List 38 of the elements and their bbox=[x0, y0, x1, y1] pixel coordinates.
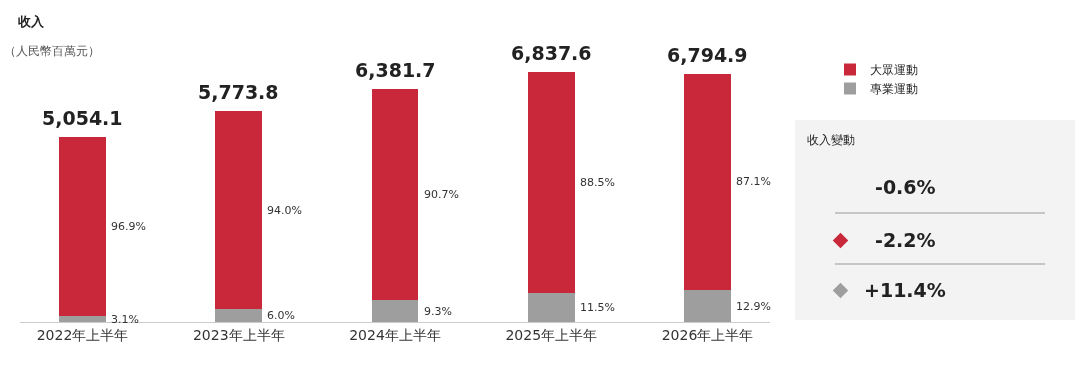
annotation: 90.7% bbox=[424, 188, 459, 201]
x-tick-label: 2023年上半年 bbox=[192, 326, 285, 343]
annotation: 9.3% bbox=[424, 305, 452, 318]
bar bbox=[59, 316, 106, 322]
annotation: 6.0% bbox=[267, 309, 295, 322]
bar bbox=[59, 137, 106, 317]
annotation: 88.5% bbox=[580, 176, 615, 189]
annotation: 96.9% bbox=[111, 220, 146, 233]
text: 收入變動 bbox=[807, 133, 855, 147]
x-tick-label: 2024年上半年 bbox=[349, 326, 441, 343]
text: +11.4% bbox=[864, 279, 946, 301]
annotation: 6,381.7 bbox=[355, 59, 436, 81]
annotation: 5,773.8 bbox=[198, 81, 279, 103]
chart-subtitle: （人民幣百萬元） bbox=[4, 44, 100, 58]
text: -0.6% bbox=[875, 176, 936, 198]
x-tick-label: 2025年上半年 bbox=[505, 326, 598, 343]
text: -2.2% bbox=[875, 229, 936, 251]
annotation: 11.5% bbox=[580, 301, 615, 314]
bar bbox=[527, 293, 575, 322]
annotation: 3.1% bbox=[111, 313, 139, 326]
chart-title: 收入 bbox=[18, 13, 46, 29]
bar bbox=[527, 72, 575, 294]
annotation: 12.9% bbox=[736, 300, 771, 313]
bar bbox=[371, 300, 419, 322]
annotation: 94.0% bbox=[267, 204, 302, 217]
annotation: 5,054.1 bbox=[42, 107, 123, 129]
bar bbox=[215, 110, 263, 310]
bar bbox=[684, 73, 731, 290]
legend-label: 專業運動 bbox=[870, 82, 918, 97]
text: 6,794.9 bbox=[667, 44, 748, 66]
bar bbox=[684, 290, 731, 322]
text: 6,837.6 bbox=[511, 42, 592, 64]
annotation: 87.1% bbox=[736, 175, 771, 188]
legend-label: 大眾運動 bbox=[870, 63, 918, 78]
x-tick-label: 2026年上半年 bbox=[661, 326, 754, 343]
bar bbox=[215, 309, 263, 322]
bar bbox=[371, 88, 419, 301]
x-tick-label: 2022年上半年 bbox=[36, 326, 129, 343]
